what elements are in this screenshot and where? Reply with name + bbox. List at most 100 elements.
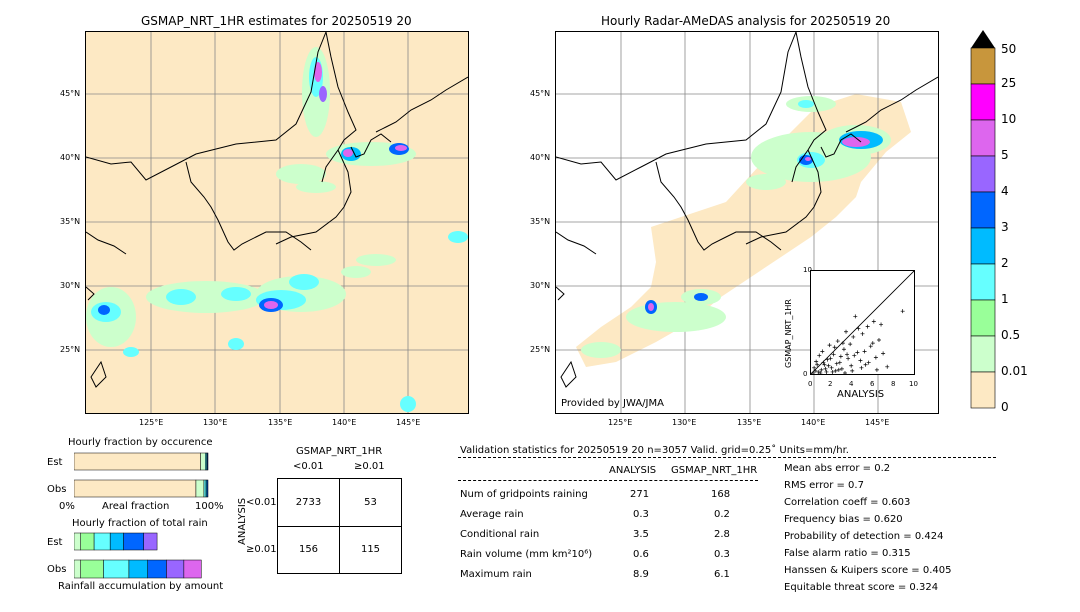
- colorbar-segment: [970, 155, 996, 193]
- scatter-point: [825, 357, 830, 362]
- total-obs-label: Obs: [47, 564, 67, 575]
- scatter-point: [865, 324, 870, 329]
- stat-row-analysis: 3.5: [633, 529, 649, 540]
- left-lat-30: 30°N: [60, 281, 81, 290]
- scatter-point: [819, 367, 824, 372]
- right-lon-135: 135°E: [737, 418, 762, 427]
- scatter-point: [870, 341, 875, 346]
- fraction-segment: [183, 559, 202, 579]
- fraction-segment: [206, 479, 209, 498]
- table-divider: [458, 480, 758, 481]
- scatter-point: [813, 368, 818, 373]
- fraction-segment: [123, 532, 144, 551]
- score-correlation: Correlation coeff = 0.603: [784, 497, 911, 508]
- left-map: [85, 31, 469, 414]
- colorbar-arrow: [971, 30, 995, 48]
- left-lon-130: 130°E: [203, 418, 228, 427]
- colorbar-segment: [970, 263, 996, 301]
- contingency-table: 2733 53 156 115: [277, 478, 402, 574]
- right-lon-130: 130°E: [672, 418, 697, 427]
- colorbar-segment: [970, 47, 996, 85]
- scatter-point: [842, 370, 847, 375]
- scatter-point: [827, 343, 832, 348]
- stat-row-label: Average rain: [460, 509, 524, 520]
- fraction-segment: [74, 532, 81, 551]
- fraction-segment: [143, 532, 158, 551]
- stat-row-analysis: 0.6: [633, 549, 649, 560]
- scatter-xtick-6: 6: [870, 380, 875, 388]
- fraction-segment: [207, 452, 209, 471]
- scatter-point: [836, 367, 841, 372]
- stat-row-analysis: 0.3: [633, 509, 649, 520]
- score-mean-abs-error: Mean abs error = 0.2: [784, 463, 891, 474]
- colorbar-label: 0.01: [1001, 364, 1028, 378]
- occurrence-obs-label: Obs: [47, 484, 67, 495]
- scatter-point: [866, 360, 871, 365]
- fraction-segment: [74, 559, 81, 579]
- contingency-col1: <0.01: [293, 461, 324, 472]
- scatter-point: [818, 370, 823, 375]
- scatter-point: [831, 352, 836, 357]
- scatter-point: [846, 356, 851, 361]
- fraction-segment: [147, 559, 167, 579]
- validation-divider: [458, 457, 996, 458]
- stat-row-gsmap: 168: [711, 489, 731, 500]
- stat-row-gsmap: 2.8: [714, 529, 730, 540]
- scatter-xtick-4: 4: [849, 380, 854, 388]
- fraction-segment: [93, 532, 111, 551]
- fraction-segment: [74, 479, 197, 498]
- scatter-point: [900, 309, 905, 314]
- contingency-col2: ≥0.01: [354, 461, 385, 472]
- right-lat-35: 35°N: [530, 217, 551, 226]
- fraction-segment: [80, 532, 95, 551]
- scatter-point: [834, 361, 839, 366]
- scatter-xlabel: ANALYSIS: [837, 389, 885, 400]
- scatter-point: [856, 326, 861, 331]
- contingency-row1: <0.01: [246, 497, 277, 508]
- scatter-point: [816, 369, 821, 374]
- score-false-alarm: False alarm ratio = 0.315: [784, 548, 911, 559]
- right-map: Provided by JWA/JMA: [555, 31, 939, 414]
- colorbar-label: 4: [1001, 184, 1009, 198]
- contingency-row2: ≥0.01: [246, 544, 277, 555]
- left-lat-35: 35°N: [60, 217, 81, 226]
- occurrence-bars: [74, 452, 209, 498]
- cell-ana-lt-gs-ge: 53: [364, 497, 377, 508]
- total-obs-bar: [74, 559, 202, 579]
- right-map-canvas: [556, 32, 938, 413]
- scatter-point: [845, 352, 850, 357]
- cell-ana-lt-gs-lt: 2733: [295, 497, 322, 508]
- scatter-point: [849, 363, 854, 368]
- left-lon-125: 125°E: [139, 418, 164, 427]
- colorbar-segment: [970, 371, 996, 409]
- scatter-point: [844, 329, 849, 334]
- occurrence-axis-left: 0%: [59, 501, 75, 512]
- scatter-point: [815, 362, 820, 367]
- scatter-canvas: [810, 270, 915, 375]
- scatter-plot: [810, 270, 915, 375]
- fraction-segment: [128, 559, 148, 579]
- right-lat-30: 30°N: [530, 281, 551, 290]
- total-bars: [74, 532, 202, 579]
- colorbar-label: 0: [1001, 400, 1009, 414]
- fraction-segment: [109, 532, 124, 551]
- score-frequency-bias: Frequency bias = 0.620: [784, 514, 903, 525]
- stat-row-gsmap: 0.2: [714, 509, 730, 520]
- scatter-point: [817, 353, 822, 358]
- scatter-point: [855, 350, 860, 355]
- fraction-segment: [200, 452, 206, 471]
- scatter-point: [835, 339, 840, 344]
- colorbar-segment: [970, 119, 996, 157]
- scatter-point: [833, 368, 838, 373]
- scatter-point: [863, 362, 868, 367]
- scatter-point: [826, 363, 831, 368]
- provided-by-credit: Provided by JWA/JMA: [561, 398, 664, 409]
- scatter-point: [812, 365, 817, 370]
- colorbar-segment: [970, 335, 996, 373]
- fraction-segment: [166, 559, 185, 579]
- scatter-point: [848, 342, 853, 347]
- scatter-ylabel: GSMAP_NRT_1HR: [784, 299, 793, 368]
- scatter-point: [852, 353, 857, 358]
- colorbar-segment: [970, 191, 996, 229]
- occurrence-title: Hourly fraction by occurence: [68, 437, 213, 448]
